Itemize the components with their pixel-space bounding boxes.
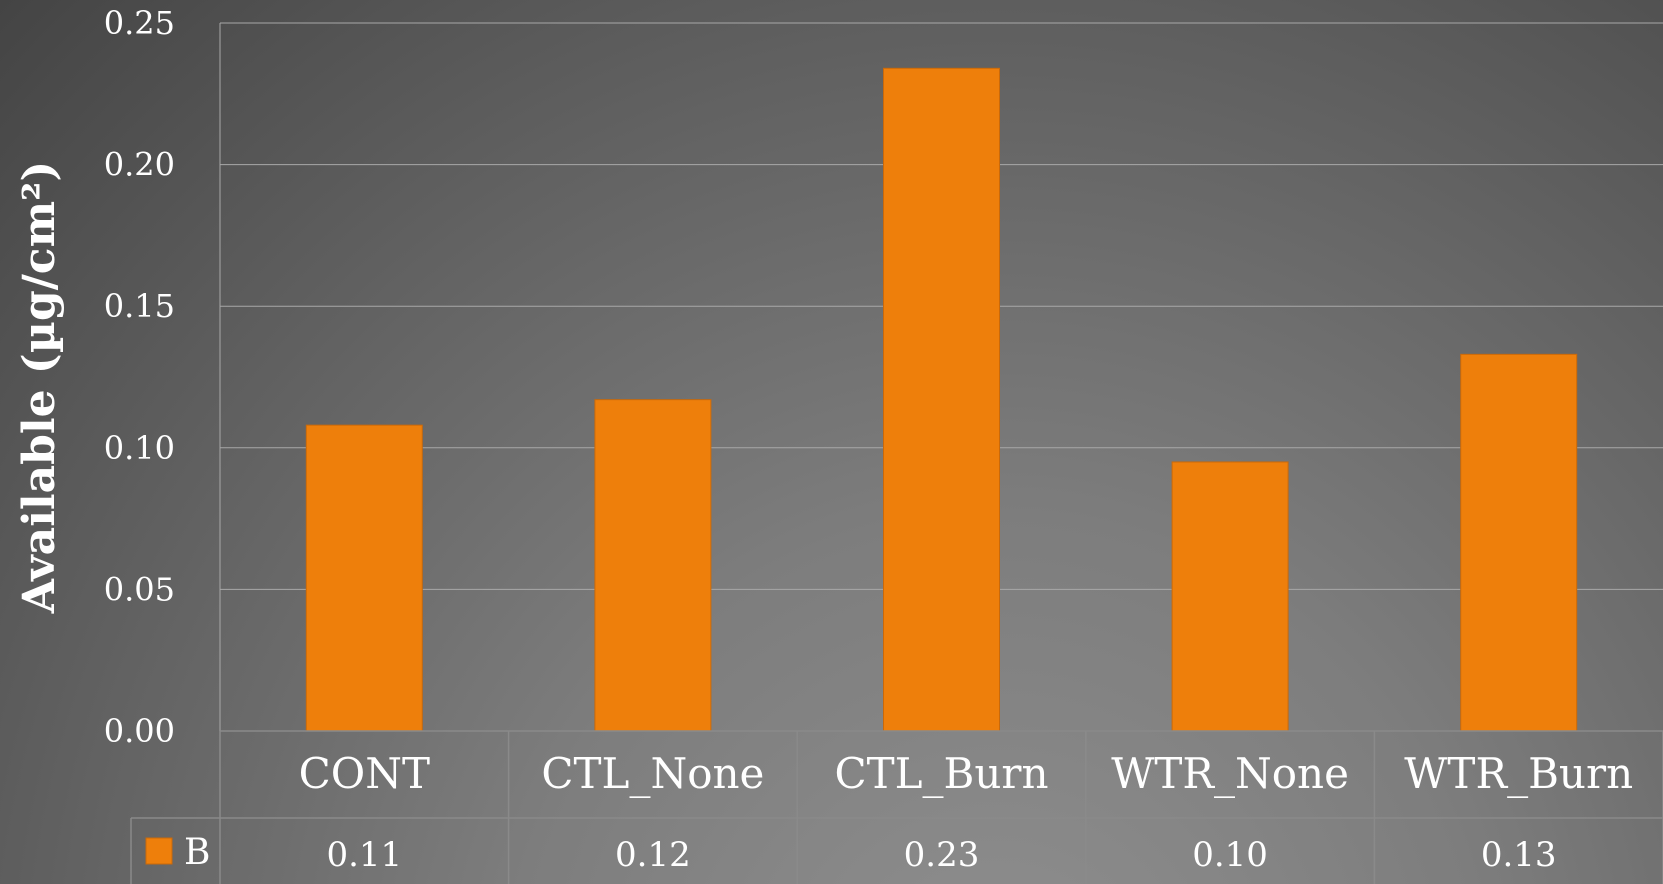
y-axis-title: Available (µg/cm²) <box>14 161 65 614</box>
value-label: 0.23 <box>904 835 980 875</box>
y-tick-label: 0.15 <box>104 287 175 325</box>
legend-swatch <box>145 837 173 865</box>
y-tick-label: 0.20 <box>104 146 175 184</box>
value-label: 0.13 <box>1481 835 1557 875</box>
bar-ctl-none <box>594 399 712 732</box>
category-label: CONT <box>299 749 430 798</box>
bar-cont <box>305 424 423 732</box>
value-labels: 0.11 0.12 0.23 0.10 0.13 <box>326 835 1556 875</box>
category-label: WTR_None <box>1111 749 1349 798</box>
bar-ctl-burn <box>883 67 1000 732</box>
bars <box>305 67 1578 732</box>
y-tick-labels: 0.00 0.05 0.10 0.15 0.20 0.25 <box>104 4 175 750</box>
bar-wtr-burn <box>1460 353 1578 732</box>
value-label: 0.11 <box>326 835 402 875</box>
bar-wtr-none <box>1171 461 1289 732</box>
value-label: 0.12 <box>615 835 691 875</box>
category-label: WTR_Burn <box>1404 749 1633 798</box>
value-label: 0.10 <box>1192 835 1268 875</box>
legend: B <box>145 832 210 873</box>
y-tick-label: 0.00 <box>104 712 175 750</box>
y-tick-label: 0.05 <box>104 570 175 608</box>
y-tick-label: 0.25 <box>104 4 175 42</box>
category-label: CTL_None <box>541 749 764 798</box>
category-labels: CONT CTL_None CTL_Burn WTR_None WTR_Burn <box>299 749 1634 798</box>
y-tick-label: 0.10 <box>104 429 175 467</box>
data-table <box>130 730 1663 884</box>
category-label: CTL_Burn <box>834 749 1048 798</box>
legend-label: B <box>184 832 210 873</box>
